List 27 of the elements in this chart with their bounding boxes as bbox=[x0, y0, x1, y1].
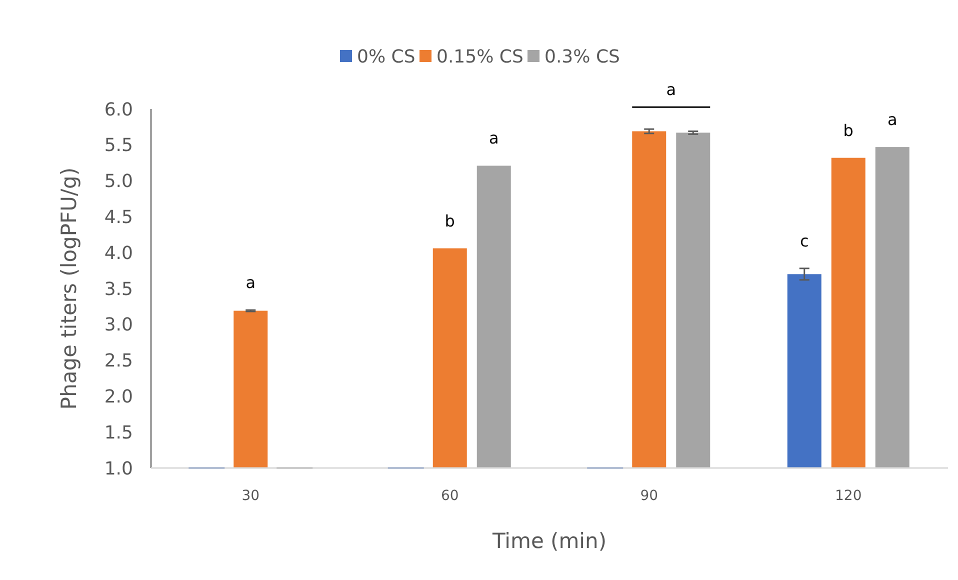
data-label: c bbox=[800, 231, 809, 250]
y-tick-label: 1.0 bbox=[104, 458, 133, 480]
x-axis-title: Time (min) bbox=[491, 529, 607, 553]
y-axis-title: Phage titers (logPFU/g) bbox=[57, 167, 81, 410]
y-tick-label: 2.5 bbox=[104, 350, 133, 372]
y-tick-label: 3.0 bbox=[104, 314, 133, 336]
data-label: a bbox=[246, 273, 256, 292]
y-tick-label: 4.0 bbox=[104, 242, 133, 264]
legend-label: 0.3% CS bbox=[544, 46, 620, 68]
x-tick-label: 120 bbox=[835, 488, 862, 504]
legend-label: 0% CS bbox=[357, 46, 416, 68]
y-tick-label: 3.5 bbox=[104, 278, 133, 300]
legend-label: 0.15% CS bbox=[436, 46, 524, 68]
data-label: a bbox=[488, 128, 499, 148]
y-tick-label: 2.0 bbox=[104, 386, 133, 408]
y-tick-label: 1.5 bbox=[104, 422, 133, 444]
y-tick-label: 4.5 bbox=[104, 207, 133, 228]
data-label: b bbox=[444, 211, 455, 230]
data-label: b bbox=[843, 120, 854, 140]
y-tick-label: 6.0 bbox=[104, 99, 133, 120]
data-label: a bbox=[887, 110, 898, 130]
y-tick-label: 5.0 bbox=[104, 171, 133, 192]
y-tick-label: 5.5 bbox=[104, 135, 133, 156]
x-tick-label: 90 bbox=[640, 488, 658, 504]
x-tick-label: 30 bbox=[242, 488, 260, 504]
text: a bbox=[666, 80, 676, 100]
x-tick-label: 60 bbox=[440, 488, 459, 504]
